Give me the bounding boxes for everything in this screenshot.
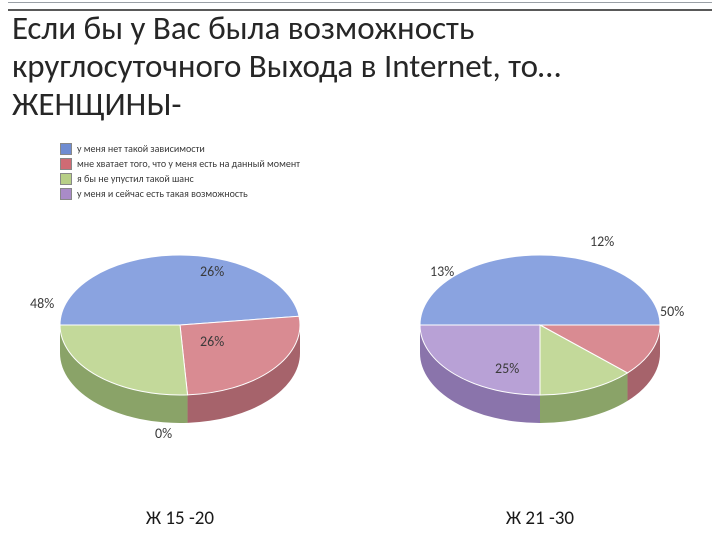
legend-item: у меня и сейчас есть такая возможность: [60, 187, 300, 200]
pie-chart-right: 50% 12% 13% 25%: [360, 225, 720, 485]
slice-label: 0%: [155, 425, 172, 442]
charts-row: 48% 26% 26% 0% 50% 12% 13% 25%: [0, 225, 720, 485]
legend: у меня нет такой зависимости мне хватает …: [60, 140, 300, 202]
slice-label: 13%: [430, 263, 454, 280]
legend-label: у меня и сейчас есть такая возможность: [77, 187, 248, 200]
slice-label: 26%: [200, 263, 224, 280]
legend-label: мне хватает того, что у меня есть на дан…: [77, 157, 300, 170]
slice-label: 50%: [660, 303, 684, 320]
legend-swatch: [60, 173, 72, 185]
legend-item: я бы не упустил такой шанс: [60, 172, 300, 185]
legend-item: мне хватает того, что у меня есть на дан…: [60, 157, 300, 170]
slice-label: 26%: [200, 333, 224, 350]
slice-label: 12%: [590, 233, 614, 250]
slice-label: 48%: [30, 295, 54, 312]
legend-swatch: [60, 143, 72, 155]
legend-swatch: [60, 188, 72, 200]
caption-left: Ж 15 -20: [0, 507, 360, 530]
legend-label: у меня нет такой зависимости: [77, 142, 205, 155]
slice-label: 25%: [495, 360, 519, 377]
pie-chart-left: 48% 26% 26% 0%: [0, 225, 360, 485]
legend-item: у меня нет такой зависимости: [60, 142, 300, 155]
legend-label: я бы не упустил такой шанс: [77, 172, 194, 185]
legend-swatch: [60, 158, 72, 170]
caption-right: Ж 21 -30: [360, 507, 720, 530]
page-title: Если бы у Вас была возможность круглосут…: [12, 10, 708, 124]
